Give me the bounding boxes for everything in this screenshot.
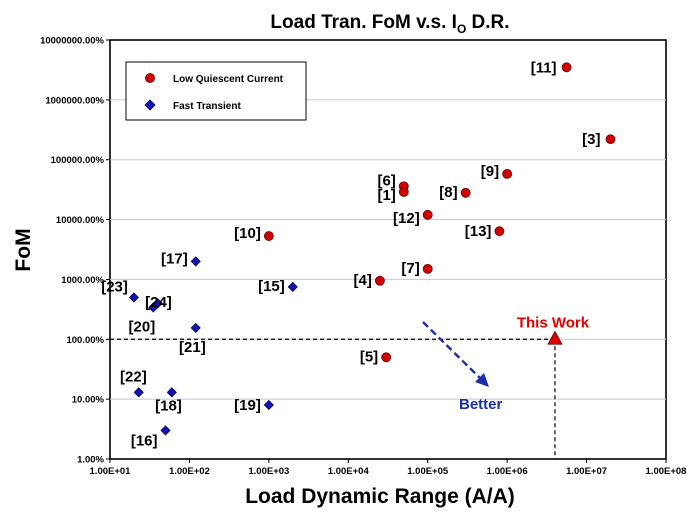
marker-low-quiescent [422, 263, 433, 274]
better-label: Better [459, 396, 503, 413]
point-label: [17] [161, 250, 188, 267]
marker-fast-transient [166, 387, 177, 398]
point-label: [9] [481, 163, 499, 180]
this-work-label: This Work [517, 314, 590, 331]
marker-low-quiescent [502, 168, 513, 179]
legend-low-quiescent: Low Quiescent Current [173, 74, 284, 85]
point-label: [1] [377, 187, 395, 204]
point-label: [24] [145, 294, 172, 311]
marker-low-quiescent [263, 231, 274, 241]
x-axis-label: Load Dynamic Range (A/A) [245, 485, 515, 508]
y-axis-label: FoM [12, 228, 35, 271]
x-tick-label: 1.00E+02 [169, 466, 210, 477]
marker-fast-transient [190, 256, 201, 267]
marker-fast-transient [128, 292, 139, 303]
legend-circle-marker [145, 73, 155, 83]
y-tick-label: 1.00% [77, 455, 104, 466]
marker-low-quiescent [460, 187, 471, 198]
better-arrow-line [422, 321, 483, 381]
x-axis-ticks: 1.00E+01 1.00E+02 1.00E+03 1.00E+04 1.00E+05… [90, 459, 687, 477]
marker-low-quiescent [605, 134, 616, 145]
point-label: [12] [393, 210, 420, 227]
legend: Low Quiescent Current Fast Transient [125, 61, 307, 121]
point-label: [10] [234, 225, 261, 242]
chart-title-main: Load Tran. FoM v.s. I [270, 12, 457, 33]
x-tick-label: 1.00E+08 [646, 466, 687, 477]
data-points [128, 62, 616, 436]
point-label: [19] [234, 397, 261, 414]
this-work-guides [110, 338, 556, 459]
this-work-marker [547, 330, 563, 345]
point-label: [6] [377, 172, 395, 189]
y-tick-label: 10.00% [72, 395, 105, 406]
y-tick-label: 100.00% [66, 335, 104, 346]
y-axis-ticks: 10000000.00% 1000000.00% 100000.00% 10000.0… [40, 36, 110, 466]
marker-low-quiescent [494, 226, 505, 237]
legend-diamond-marker [144, 99, 156, 111]
point-label: [18] [155, 397, 182, 414]
x-tick-label: 1.00E+06 [487, 466, 528, 477]
x-tick-label: 1.00E+03 [248, 466, 289, 477]
chart-title-tail: D.R. [466, 12, 509, 33]
better-arrow-head [475, 373, 489, 387]
point-label: [8] [439, 184, 457, 201]
point-label: [11] [531, 59, 557, 76]
point-label: [5] [360, 348, 378, 365]
y-tick-label: 1000.00% [61, 275, 104, 286]
point-label: [3] [582, 131, 600, 148]
y-tick-label: 1000000.00% [45, 95, 104, 106]
x-tick-label: 1.00E+04 [328, 466, 370, 477]
marker-low-quiescent [381, 352, 392, 363]
better-annotation: Better [422, 321, 503, 413]
legend-fast-transient: Fast Transient [173, 101, 241, 112]
point-label: [7] [401, 260, 419, 277]
point-label: [16] [131, 432, 158, 449]
marker-low-quiescent [374, 275, 385, 286]
point-labels: [11] [3] [9] [6][1] [8] [12] [13] [10] [7] [4] [5]… [101, 59, 600, 449]
this-work-annotation: This Work [517, 314, 590, 345]
x-tick-label: 1.00E+07 [566, 466, 607, 477]
x-tick-label: 1.00E+01 [90, 466, 132, 477]
marker-low-quiescent [561, 62, 572, 73]
y-tick-label: 10000000.00% [40, 36, 104, 47]
chart-title: Load Tran. FoM v.s. IO D.R. [270, 12, 509, 36]
point-label: [23] [101, 278, 128, 295]
marker-low-quiescent [398, 186, 409, 197]
marker-fast-transient [190, 322, 201, 333]
legend-box [125, 61, 307, 121]
marker-fast-transient [148, 302, 159, 313]
marker-low-quiescent [422, 209, 433, 220]
point-label: [22] [120, 368, 147, 385]
point-label: [15] [258, 278, 285, 295]
point-label: [4] [354, 272, 372, 289]
marker-fast-transient [160, 425, 171, 436]
point-label: [13] [465, 223, 492, 240]
x-tick-label: 1.00E+05 [407, 466, 449, 477]
point-label: [20] [129, 318, 156, 335]
chart-title-subscript: O [457, 22, 466, 36]
marker-fast-transient [263, 399, 274, 411]
y-tick-label: 100000.00% [51, 155, 105, 166]
marker-fast-transient [133, 387, 144, 398]
y-tick-label: 10000.00% [56, 215, 105, 226]
point-label: [21] [179, 339, 206, 356]
marker-fast-transient [287, 281, 298, 292]
